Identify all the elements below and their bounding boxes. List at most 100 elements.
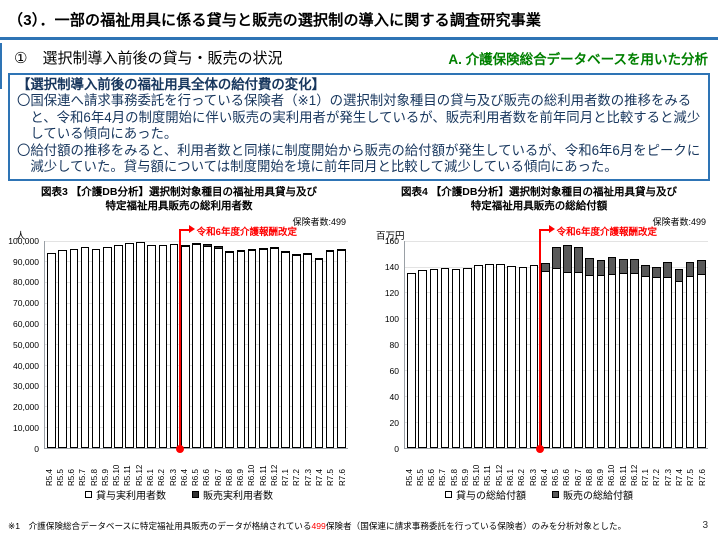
bar-segment-rental: [102, 246, 112, 448]
x-axis-label-cell: R6.12: [269, 449, 280, 486]
x-axis-tick-label: R6.9: [236, 468, 246, 486]
bar-segment-rental: [540, 271, 550, 448]
bar-segment-sales: [258, 248, 268, 251]
bar-segment-sales: [696, 260, 706, 276]
x-axis-label-cell: R6.9: [236, 449, 247, 486]
bar-segment-sales: [607, 256, 617, 276]
bar-R5.7: [439, 241, 450, 448]
x-axis-tick-label: R5.5: [415, 468, 425, 486]
x-axis-tick-label: R6.12: [269, 464, 279, 486]
bar-segment-rental: [418, 270, 428, 448]
bar-segment-sales: [618, 258, 628, 275]
y-axis-tick-label: 90,000: [13, 256, 39, 267]
bar-stack: [641, 241, 650, 448]
bar-segment-rental: [180, 247, 190, 448]
bar-segment-rental: [303, 254, 313, 448]
bar-segment-rental: [618, 274, 628, 448]
x-axis-label-cell: R7.6: [337, 449, 348, 486]
x-axis-label-cell: R6.10: [607, 449, 618, 485]
x-axis-tick-label: R7.1: [281, 468, 291, 486]
x-axis-tick-label: R5.4: [404, 468, 414, 486]
bar-stack: [203, 241, 212, 448]
bar-R5.5: [417, 241, 428, 448]
bar-R7.3: [662, 241, 673, 448]
annotation-dot: [175, 444, 184, 453]
bar-stack: [303, 241, 313, 448]
y-axis-tick-label: 20,000: [13, 402, 39, 413]
x-axis-label-cell: R7.2: [292, 449, 303, 486]
y-axis-tick-label: 50,000: [13, 339, 39, 350]
x-axis-label-cell: R6.10: [247, 449, 258, 485]
x-axis-tick-label: R7.6: [337, 468, 347, 486]
x-axis-label-cell: R5.9: [460, 449, 471, 486]
footnote-text: ※1 介護保険総合データベースに特定福祉用具販売のデータが格納されている: [8, 521, 312, 531]
x-axis-label-cell: R5.8: [89, 449, 100, 486]
bar-R7.1: [640, 241, 651, 448]
bar-segment-rental: [696, 275, 706, 448]
x-axis-tick-label: R6.8: [224, 468, 234, 486]
bar-R6.5: [191, 241, 202, 448]
bar-stack: [58, 241, 68, 448]
page-number: 3: [702, 520, 708, 531]
x-axis-tick-label: R6.8: [584, 468, 594, 486]
legend-swatch-icon: [85, 490, 92, 498]
x-axis-tick-label: R5.8: [89, 468, 99, 486]
y-axis-unit-label: 百万円: [376, 230, 405, 242]
plot-row: 160 140 120 100 80 60 40 20 0 令和6年度介護報酬改定: [364, 225, 714, 454]
bar-segment-rental: [641, 276, 650, 448]
x-axis-label-cell: R6.7: [573, 449, 584, 486]
x-axis-label-cell: R5.7: [438, 449, 449, 486]
bar-stack: [496, 241, 506, 448]
bar-segment-sales: [281, 250, 290, 253]
x-axis-label-cell: R6.5: [190, 449, 201, 486]
bar-R6.6: [562, 241, 573, 448]
bar-stack: [292, 241, 301, 448]
bar-stack: [596, 241, 606, 448]
insurer-count-note: 保険者数:499: [652, 216, 706, 227]
legend-item-sales: 販売の総給付額: [552, 487, 633, 502]
bar-stack: [136, 241, 146, 448]
bar-segment-rental: [607, 275, 617, 448]
bar-segment-rental: [325, 252, 335, 448]
y-axis-unit-label: 人: [16, 230, 26, 242]
bar-segment-rental: [69, 248, 79, 448]
bar-segment-sales: [292, 253, 301, 256]
bar-stack: [69, 241, 79, 448]
summary-bullet-1: 〇国保連へ請求事務委託を行っている保険者（※1）の選択制対象種目の貸与及び販売の…: [17, 93, 701, 142]
bar-R6.6: [202, 241, 213, 448]
subheader: ① 選択制導入前後の貸与・販売の状況 A. 介護保険総合データベースを用いた分析: [0, 40, 718, 73]
y-axis-tick-label: 100,000: [8, 235, 39, 246]
bar-R6.9: [595, 241, 606, 448]
bar-stack: [451, 241, 461, 448]
x-axis-tick-label: R6.7: [573, 468, 583, 486]
bar-R6.11: [258, 241, 269, 448]
bar-stack: [440, 241, 450, 448]
bar-segment-rental: [507, 265, 517, 448]
x-axis-label-cell: R6.1: [505, 449, 516, 486]
bar-R6.4: [540, 241, 551, 448]
bar-segment-rental: [663, 277, 673, 448]
gridline: [45, 240, 348, 242]
bar-stack: [325, 241, 335, 448]
x-axis-label-cell: R7.3: [663, 449, 674, 486]
legend-item-rental: 貸与実利用者数: [85, 487, 166, 502]
bar-R5.10: [113, 241, 124, 448]
bar-R6.3: [169, 241, 180, 448]
bar-R5.12: [135, 241, 146, 448]
x-axis-label-cell: R6.8: [224, 449, 235, 486]
bar-stack: [474, 241, 483, 448]
y-axis-tick-label: 80: [389, 339, 399, 350]
x-axis-tick-label: R7.5: [686, 468, 696, 486]
annotation-elbow: [539, 228, 550, 231]
x-axis-tick-label: R5.9: [460, 468, 470, 486]
bar-segment-sales: [303, 252, 313, 255]
x-axis-tick-label: R7.6: [697, 468, 707, 486]
bar-stack: [180, 241, 190, 448]
bar-stack: [462, 241, 472, 448]
x-axis-tick-label: R6.4: [539, 468, 549, 486]
bar-R5.7: [79, 241, 90, 448]
x-axis-tick-label: R7.2: [652, 468, 662, 486]
bars-area: [405, 241, 708, 448]
legend-label: 貸与実利用者数: [96, 490, 166, 502]
bar-segment-rental: [270, 249, 279, 448]
